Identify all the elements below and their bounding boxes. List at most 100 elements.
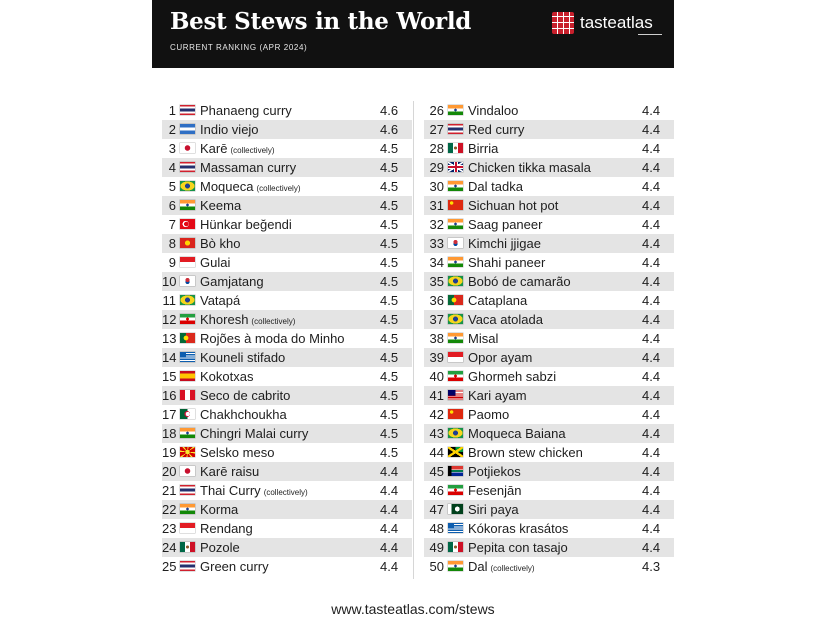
dish-name: Indio viejo [200,122,259,137]
iran-flag-icon [180,314,195,324]
iran-flag-icon [448,485,463,495]
rank-number: 49 [429,540,444,555]
dish-name-wrapper: Khoresh (collectively) [200,310,295,331]
ranking-row: 10 Gamjatang 4.5 [162,272,412,291]
rating-value: 4.4 [642,521,661,536]
rating-value: 4.4 [642,464,661,479]
dish-name: Gamjatang [200,274,264,289]
india-flag-icon [448,561,463,571]
dish-name-wrapper: Dal (collectively) [468,557,535,578]
rating-value: 4.4 [642,331,661,346]
dish-name-wrapper: Opor ayam [468,348,532,367]
rating-value: 4.5 [380,274,399,289]
rating-value: 4.4 [642,160,661,175]
ranking-row: 44 Brown stew chicken 4.4 [424,443,674,462]
greece-flag-icon [180,352,195,362]
rating-value: 4.4 [380,502,399,517]
rating-value: 4.5 [380,369,399,384]
dish-name-wrapper: Ghormeh sabzi [468,367,556,386]
dish-name-wrapper: Bobó de camarão [468,272,571,291]
dish-name: Bobó de camarão [468,274,571,289]
ranking-row: 34 Shahi paneer 4.4 [424,253,674,272]
rating-value: 4.4 [642,179,661,194]
dish-note: (collectively) [251,317,296,326]
ranking-row: 12 Khoresh (collectively) 4.5 [162,310,412,329]
dish-name: Opor ayam [468,350,533,365]
dish-name: Red curry [468,122,525,137]
ranking-row: 17 Chakhchoukha 4.5 [162,405,412,424]
rating-value: 4.5 [380,407,399,422]
rank-number: 5 [168,179,176,194]
dish-name: Hünkar beğendi [200,217,292,232]
dish-name-wrapper: Red curry [468,120,524,139]
dish-name: Pozole [200,540,240,555]
dish-name-wrapper: Moqueca Baiana [468,424,566,443]
ranking-row: 25 Green curry 4.4 [162,557,412,576]
footer-url: www.tasteatlas.com/stews [331,601,495,617]
uk-flag-icon [448,162,463,172]
rating-value: 4.5 [380,141,399,156]
ranking-row: 48 Kókoras krasátos 4.4 [424,519,674,538]
ranking-row: 43 Moqueca Baiana 4.4 [424,424,674,443]
dish-name: Gulai [200,255,231,270]
ranking-row: 32 Saag paneer 4.4 [424,215,674,234]
dish-name-wrapper: Moqueca (collectively) [200,177,301,198]
ranking-list-right: 26 Vindaloo 4.4 27 Red curry 4.4 28 Birria 4.4 29… [424,101,674,576]
dish-name-wrapper: Hünkar beğendi [200,215,292,234]
pakistan-flag-icon [448,504,463,514]
dish-name: Dal [468,559,488,574]
rank-number: 23 [162,521,177,536]
ranking-row: 15 Kokotxas 4.5 [162,367,412,386]
page-subtitle: CURRENT RANKING (APR 2024) [170,43,308,52]
dish-name: Pepita con tasajo [468,540,568,555]
japan-flag-icon [180,143,195,153]
nicaragua-flag-icon [180,124,195,134]
rating-value: 4.4 [642,407,661,422]
ranking-row: 13 Rojões à moda do Minho 4.5 [162,329,412,348]
rating-value: 4.4 [642,198,661,213]
dish-name-wrapper: Karē (collectively) [200,139,274,160]
dish-name-wrapper: Gulai [200,253,230,272]
dish-name: Rendang [200,521,253,536]
dish-name: Thai Curry [200,483,261,498]
north-macedonia-flag-icon [180,447,195,457]
dish-name-wrapper: Gamjatang [200,272,264,291]
malaysia-flag-icon [448,390,463,400]
rank-number: 30 [429,179,444,194]
dish-name-wrapper: Siri paya [468,500,519,519]
dish-name: Kokotxas [200,369,254,384]
peru-flag-icon [180,390,195,400]
rank-number: 42 [429,407,444,422]
rank-number: 37 [429,312,444,327]
dish-name: Vatapá [200,293,241,308]
ranking-row: 29 Chicken tikka masala 4.4 [424,158,674,177]
rank-number: 8 [168,236,176,251]
dish-name: Vindaloo [468,103,519,118]
rating-value: 4.4 [642,350,661,365]
dish-name-wrapper: Keema [200,196,241,215]
ranking-row: 33 Kimchi jjigae 4.4 [424,234,674,253]
ranking-row: 39 Opor ayam 4.4 [424,348,674,367]
thailand-flag-icon [180,105,195,115]
dish-name: Paomo [468,407,510,422]
dish-name: Massaman curry [200,160,297,175]
dish-name: Moqueca [200,179,254,194]
ranking-row: 41 Kari ayam 4.4 [424,386,674,405]
spain-flag-icon [180,371,195,381]
rank-number: 22 [162,502,177,517]
mexico-flag-icon [180,542,195,552]
iran-flag-icon [448,371,463,381]
rating-value: 4.4 [642,217,661,232]
dish-name-wrapper: Korma [200,500,238,519]
dish-name-wrapper: Indio viejo [200,120,259,139]
dish-name-wrapper: Misal [468,329,498,348]
indonesia-flag-icon [448,352,463,362]
ranking-card: Best Stews in the World CURRENT RANKING … [152,0,674,620]
india-flag-icon [448,105,463,115]
rating-value: 4.4 [642,388,661,403]
rank-number: 3 [168,141,176,156]
rank-number: 14 [162,350,177,365]
rank-number: 27 [429,122,444,137]
rank-number: 40 [429,369,444,384]
india-flag-icon [448,333,463,343]
